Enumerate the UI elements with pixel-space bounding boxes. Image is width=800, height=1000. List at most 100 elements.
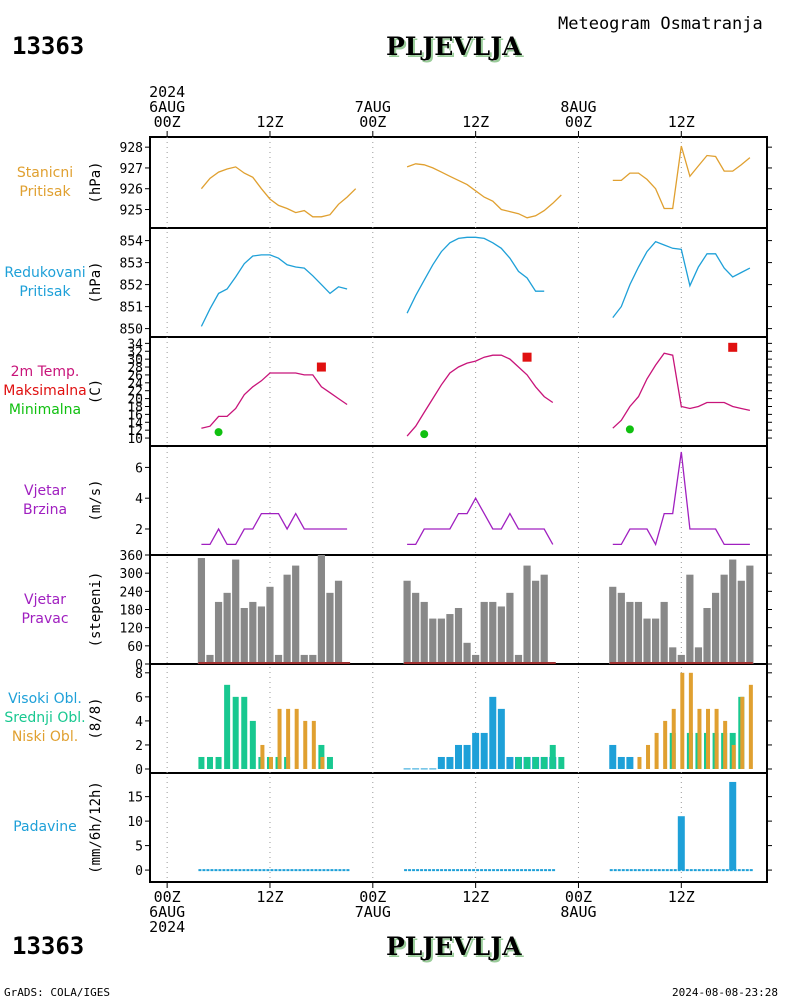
cloud-bar [241,696,248,769]
cloud-bar [463,744,471,769]
y-tick-label: 32 [127,345,143,360]
cloud-bar [455,744,462,769]
y-tick-label: 4 [135,715,143,730]
wind-direction-bar [617,592,625,664]
panel-label: Vjetar [24,482,66,499]
cloud-bar [489,696,497,769]
cloud-bar [714,708,719,769]
y-tick-label: 10 [127,815,143,830]
y-axis-label: (hPa) [88,261,104,303]
wind-direction-bar [472,654,480,664]
y-tick-label: 16 [127,408,143,423]
cloud-bar [311,720,316,769]
wind-direction-bar [660,601,668,664]
cloud-bar [326,756,333,769]
y-tick-label: 8 [135,667,143,682]
cloud-bar [723,720,728,769]
wind-direction-bar [626,601,634,664]
y-tick-label: 30 [127,353,143,368]
y-tick-label: 928 [120,141,143,156]
time-label: 12Z [667,888,695,906]
wind-direction-bar [720,574,728,664]
panel-label: Srednji Obl. [4,710,86,726]
time-label: 12Z [462,113,490,131]
wind-direction-bar [206,654,214,664]
panel-label: Padavine [13,819,77,835]
y-tick-label: 120 [120,622,143,637]
wind-direction-bar [463,642,471,664]
wind-direction-bar [540,574,548,664]
y-tick-label: 6 [135,461,143,476]
y-tick-label: 240 [120,585,143,600]
cloud-bar [706,708,711,769]
cloud-bar [688,672,693,769]
cloud-bar [697,708,702,769]
cloud-bar [224,684,231,769]
wind-direction-bar [514,654,523,664]
y-tick-label: 2 [135,523,143,538]
time-label: 12Z [256,888,284,906]
cloud-bar [403,768,411,770]
cloud-bar [260,744,265,769]
time-label: 00Z [359,888,387,906]
cloud-bar [294,708,299,769]
wind-direction-bar [334,580,343,664]
temperature-line [201,372,348,429]
precip-bar [729,781,737,871]
panel-label: Brzina [22,501,68,518]
cloud-bar [617,756,625,769]
y-tick-label: 925 [120,204,143,219]
reduced_pressure-line [612,240,751,318]
y-axis-label: (stepeni) [88,572,104,648]
temperature-line [406,354,554,437]
wind-direction-bar [249,601,257,664]
wind-direction-bar [523,565,531,664]
city-title-top: PLJEVLJA [386,32,522,61]
wind_speed-line [201,512,348,546]
wind-direction-bar [429,618,437,664]
time-label: 8AUG [560,98,597,116]
y-axis-label: (m/s) [88,479,104,521]
y-tick-label: 926 [120,183,143,198]
y-tick-label: 851 [120,301,143,316]
cloud-bar [654,732,659,769]
wind-direction-bar [223,592,231,664]
panel-label: Pritisak [19,283,71,300]
station-id-bottom: 13363 [12,932,85,960]
panel-label: Redukovani [4,264,86,281]
y-tick-label: 853 [120,257,143,272]
panel-label: Pravac [21,610,69,627]
y-tick-label: 14 [127,416,143,431]
wind-direction-bar [214,601,223,664]
y-axis-label: (mm/6h/12h) [88,781,104,874]
wind-direction-bar [686,574,694,664]
y-tick-label: 180 [120,604,143,619]
y-axis-label: (hPa) [88,161,104,203]
wind-direction-bar [240,607,248,664]
wind-direction-bar [412,592,420,664]
cloud-bar [748,684,753,769]
cloud-bar [740,696,745,769]
cloud-bar [497,708,505,769]
footer-timestamp: 2024-08-08-23:28 [672,986,778,999]
time-label: 12Z [667,113,695,131]
panel-label: Minimalna [8,402,82,418]
wind-direction-bar [703,607,711,664]
wind-direction-bar [669,647,677,664]
y-tick-label: 0 [135,658,143,673]
cloud-bar [541,756,548,769]
wind-direction-bar [634,601,643,664]
time-label: 7AUG [354,98,391,116]
station-id-top: 13363 [12,32,85,60]
time-label: 00Z [564,113,593,131]
y-axis-label: (8/8) [88,697,104,739]
city-title-bottom: PLJEVLJA [386,932,522,961]
wind-direction-bar [454,607,463,664]
pressure-line [200,166,357,218]
cloud-bar [429,768,437,770]
panel-label: Stanicni [16,164,74,181]
cloud-bar [480,732,488,769]
y-tick-label: 15 [127,791,143,806]
cloud-bar [637,756,642,769]
wind-direction-bar [737,580,745,664]
